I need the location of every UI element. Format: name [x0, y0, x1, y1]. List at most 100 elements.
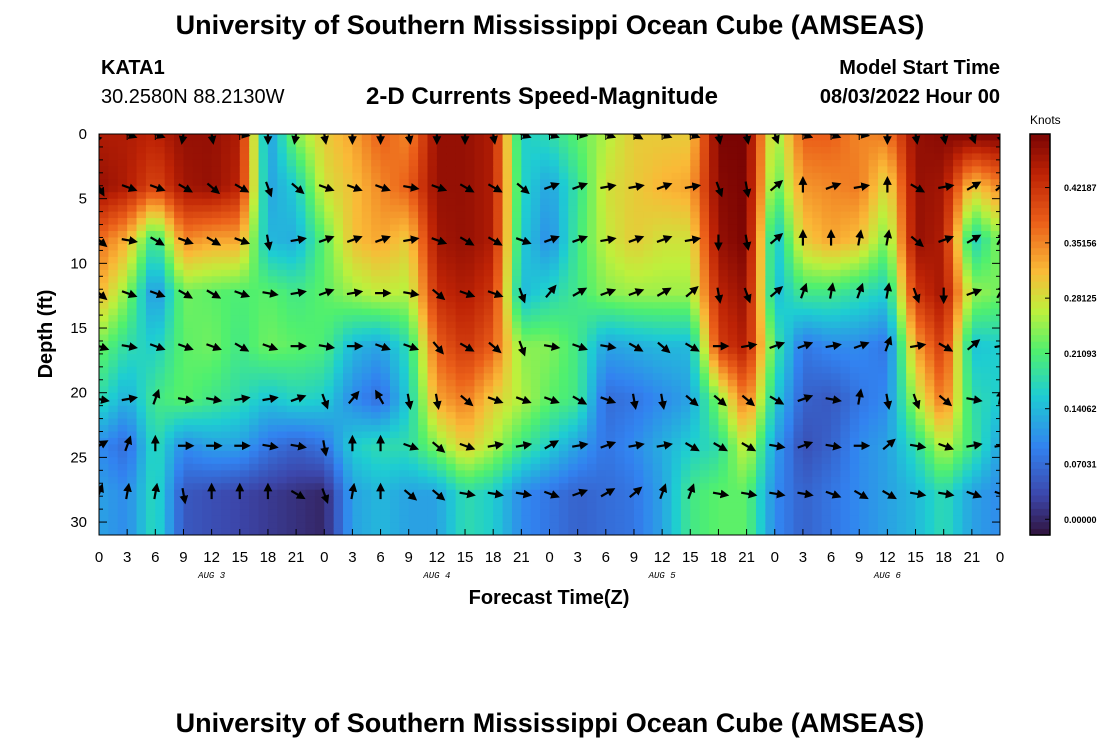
heat-cell — [577, 483, 588, 491]
heat-cell — [605, 269, 616, 277]
heat-cell — [371, 315, 382, 323]
heat-cell — [793, 379, 804, 387]
heat-cell — [258, 496, 269, 504]
heat-cell — [821, 528, 832, 535]
heat-cell — [699, 496, 710, 504]
heat-cell — [831, 334, 842, 342]
heat-cell — [192, 198, 203, 206]
heat-cell — [784, 198, 795, 206]
heat-cell — [605, 457, 616, 465]
heat-cell — [671, 328, 682, 336]
heat-cell — [596, 483, 607, 491]
heat-cell — [793, 146, 804, 155]
heat-cell — [765, 153, 776, 161]
heat-cell — [793, 224, 804, 232]
heat-cell — [587, 360, 598, 368]
heat-cell — [155, 211, 166, 219]
heat-cell — [324, 444, 335, 452]
heat-cell — [615, 205, 626, 213]
heat-cell — [605, 153, 616, 161]
heat-cell — [324, 192, 335, 200]
heat-cell — [455, 379, 466, 387]
heat-cell — [211, 483, 222, 491]
heat-cell — [802, 418, 813, 426]
heat-cell — [343, 218, 354, 226]
heat-cell — [774, 172, 785, 180]
heat-cell — [840, 250, 851, 258]
heat-cell — [793, 347, 804, 355]
heat-cell — [230, 185, 241, 193]
heat-cell — [211, 256, 222, 264]
heat-cell — [737, 528, 748, 535]
heat-cell — [633, 496, 644, 504]
heat-cell — [774, 353, 785, 361]
heat-cell — [737, 379, 748, 387]
heat-cell — [399, 276, 410, 284]
heat-cell — [831, 205, 842, 213]
heat-cell — [624, 334, 635, 342]
heat-cell — [643, 321, 654, 329]
heat-cell — [99, 172, 109, 180]
heat-cell — [774, 379, 785, 387]
heat-cell — [812, 431, 823, 439]
heat-cell — [249, 185, 260, 193]
heat-cell — [812, 289, 823, 297]
heat-cell — [709, 276, 720, 284]
heat-cell — [831, 224, 842, 232]
heat-cell — [718, 282, 729, 290]
heat-cell — [727, 159, 738, 167]
heat-cell — [727, 134, 738, 142]
heat-cell — [568, 153, 579, 161]
heat-cell — [821, 237, 832, 245]
heat-cell — [718, 179, 729, 187]
heat-cell — [164, 308, 175, 316]
heat-cell — [558, 463, 569, 471]
heat-cell — [587, 295, 598, 303]
heat-cell — [577, 353, 588, 361]
heat-cell — [558, 243, 569, 252]
heat-cell — [718, 192, 729, 200]
heat-cell — [784, 231, 795, 239]
heat-cell — [755, 353, 766, 361]
heat-cell — [99, 140, 109, 148]
heat-cell — [549, 353, 560, 361]
heat-cell — [821, 315, 832, 323]
heat-cell — [333, 237, 344, 245]
heat-cell — [174, 457, 185, 465]
heat-cell — [192, 140, 203, 148]
heat-cell — [314, 386, 325, 394]
heat-cell — [765, 496, 776, 504]
heat-cell — [577, 457, 588, 465]
heat-cell — [727, 457, 738, 465]
heat-cell — [164, 392, 175, 400]
heat-cell — [596, 366, 607, 374]
heat-cell — [380, 405, 391, 413]
heat-cell — [305, 373, 316, 381]
heat-cell — [737, 476, 748, 484]
heat-cell — [821, 263, 832, 271]
heat-cell — [643, 172, 654, 180]
heat-cell — [99, 211, 109, 219]
heat-cell — [502, 134, 513, 142]
heat-cell — [765, 340, 776, 349]
heat-cell — [446, 373, 457, 381]
heat-cell — [399, 256, 410, 264]
heat-cell — [239, 528, 250, 535]
heat-cell — [314, 185, 325, 193]
heat-cell — [765, 386, 776, 394]
heat-cell — [643, 315, 654, 323]
heat-cell — [230, 509, 241, 517]
heat-cell — [699, 353, 710, 361]
heat-cell — [305, 418, 316, 426]
heat-cell — [305, 379, 316, 387]
heat-cell — [840, 470, 851, 478]
heat-cell — [361, 237, 372, 245]
heat-cell — [709, 179, 720, 187]
heat-cell — [784, 509, 795, 517]
heat-cell — [267, 269, 278, 277]
heat-cell — [812, 373, 823, 381]
heat-cell — [465, 166, 476, 174]
heat-cell — [230, 256, 241, 264]
heat-cell — [793, 185, 804, 193]
heat-cell — [633, 302, 644, 310]
